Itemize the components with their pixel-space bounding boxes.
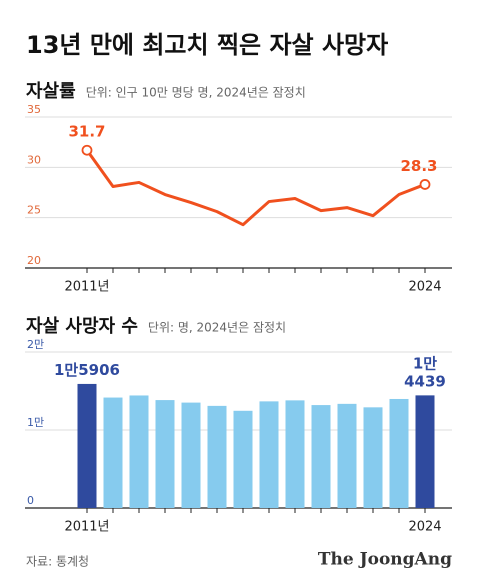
brand: The JoongAng [318, 550, 452, 570]
y-tick-label: 1만 [27, 416, 44, 429]
data-label: 1만 4439 [404, 354, 446, 390]
bar [181, 402, 201, 508]
x-tick-label: 2024 [408, 520, 441, 535]
bar [363, 407, 383, 508]
y-tick-label: 35 [27, 103, 41, 116]
bar [207, 405, 227, 508]
y-tick-label: 25 [27, 204, 41, 217]
data-label-line: 4439 [404, 372, 446, 390]
data-label: 1만5906 [54, 360, 120, 378]
x-tick-label: 2011년 [64, 520, 109, 535]
data-label: 31.7 [68, 123, 105, 141]
bar [285, 400, 305, 508]
data-label: 28.3 [400, 157, 437, 175]
page-title: 13년 만에 최고치 찍은 자살 사망자 [26, 31, 388, 59]
bar [77, 383, 97, 508]
bar [155, 400, 175, 508]
source: 자료: 통계청 [26, 555, 89, 569]
y-tick-label: 0 [27, 494, 34, 507]
y-tick-label: 2만 [27, 338, 44, 351]
x-tick-label: 2024 [408, 280, 441, 295]
bar [103, 397, 123, 508]
bar [389, 398, 409, 508]
point [419, 179, 431, 190]
data-label-line: 1만 [413, 354, 437, 372]
bar [415, 395, 435, 508]
bar [259, 401, 279, 508]
x-tick-label: 2011년 [64, 280, 109, 295]
chart-subtitle: 단위: 명, 2024년은 잠정치 [148, 321, 286, 335]
chart-subtitle: 단위: 인구 10만 명당 명, 2024년은 잠정치 [86, 86, 306, 100]
point [81, 144, 93, 156]
line [85, 149, 426, 227]
bar [129, 395, 149, 508]
data-label-line: 1만5906 [54, 360, 120, 378]
y-tick-label: 20 [27, 254, 41, 267]
bar [337, 403, 357, 508]
bar [311, 405, 331, 508]
bar [233, 410, 253, 508]
y-tick-label: 30 [27, 153, 41, 166]
chart-title: 자살 사망자 수 [26, 316, 138, 337]
chart-title: 자살률 [26, 81, 76, 102]
